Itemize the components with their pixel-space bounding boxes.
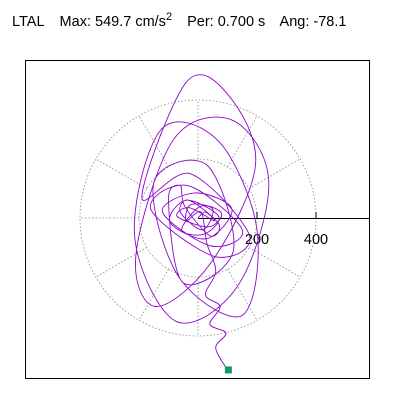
chart-header: LTAL Max: 549.7 cm/s2 Per: 0.700 s Ang: … (12, 11, 347, 31)
orbit-trace (133, 74, 270, 371)
axes: 200 400 (198, 212, 370, 248)
grid-spoke-210 (95, 247, 148, 278)
x-tick-label-200: 200 (245, 232, 269, 248)
orbit-trace-group (133, 74, 270, 371)
period-label: Per: (187, 14, 214, 30)
angle-label: Ang: (279, 14, 310, 30)
station-code: LTAL (12, 14, 45, 30)
max-unit: cm/s2 (135, 11, 173, 31)
end-marker-group (224, 366, 232, 374)
max-value: 549.7 (95, 14, 132, 30)
end-point-marker (224, 366, 232, 374)
grid-spoke-30 (248, 158, 301, 189)
max-unit-exponent: 2 (165, 11, 173, 23)
grid-spoke-60 (227, 115, 258, 168)
grid-spoke-330 (248, 247, 301, 278)
grid-spoke-300 (227, 268, 258, 321)
plot-frame (25, 60, 370, 379)
angle-value: -78.1 (313, 14, 347, 30)
grid-spoke-150 (95, 158, 148, 189)
x-tick-label-400: 400 (304, 232, 328, 248)
max-label: Max: (59, 14, 91, 30)
period-value: 0.700 s (217, 14, 266, 30)
